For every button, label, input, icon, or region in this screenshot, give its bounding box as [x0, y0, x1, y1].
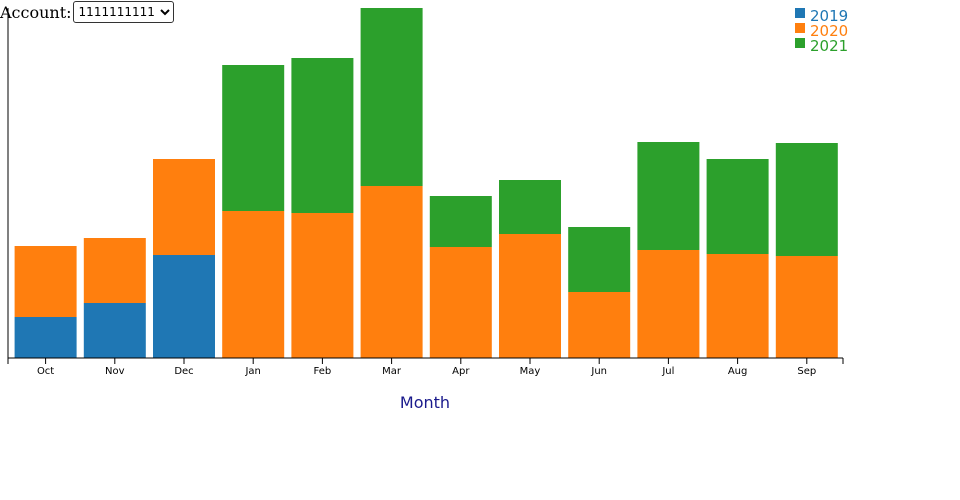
- bar-aug-2020: [706, 254, 769, 358]
- bar-apr-2021: [429, 196, 492, 247]
- bar-sep-2021: [775, 143, 838, 256]
- legend-label-2019: 2019: [810, 7, 848, 25]
- x-tick-label: Jan: [244, 366, 260, 377]
- bar-dec-2020: [153, 159, 215, 255]
- bar-jul-2021: [637, 142, 700, 250]
- x-tick-label: Dec: [174, 366, 193, 377]
- bar-aug-2021: [706, 159, 769, 254]
- x-tick-label: Mar: [382, 366, 402, 377]
- x-tick-label: Nov: [105, 366, 125, 377]
- legend-label-2020: 2020: [810, 22, 848, 40]
- legend-swatch-2020: [795, 23, 805, 33]
- x-axis-title: Month: [400, 393, 450, 412]
- bar-may-2020: [499, 234, 561, 358]
- axes-layer: [7, 8, 843, 359]
- bar-jun-2020: [568, 292, 631, 358]
- account-dropdown[interactable]: 1111111111: [72, 1, 174, 23]
- legend-swatch-2021: [795, 38, 805, 48]
- bar-oct-2020: [14, 246, 77, 317]
- bars-layer: [14, 8, 838, 358]
- bar-may-2021: [499, 180, 561, 234]
- x-tick-label: Aug: [728, 366, 748, 377]
- x-tick-label: Sep: [797, 366, 816, 377]
- bar-jun-2021: [568, 227, 631, 292]
- bar-feb-2020: [291, 213, 354, 358]
- bar-apr-2020: [429, 247, 492, 358]
- account-label: Account:: [0, 2, 72, 22]
- x-tick-label: Jun: [590, 366, 607, 377]
- legend-swatch-2019: [795, 8, 805, 18]
- bar-nov-2019: [83, 303, 146, 358]
- bar-mar-2021: [360, 8, 423, 186]
- bar-dec-2019: [153, 255, 215, 358]
- x-tick-label: Feb: [314, 366, 332, 377]
- x-tick-label: May: [520, 366, 541, 377]
- x-tick-label: Oct: [37, 366, 54, 377]
- bar-jan-2021: [222, 65, 285, 211]
- bar-jul-2020: [637, 250, 700, 358]
- bar-jan-2020: [222, 211, 285, 358]
- bar-nov-2020: [83, 238, 146, 303]
- account-selector: Account: 1111111111: [0, 1, 174, 23]
- x-tick-label: Apr: [452, 366, 470, 377]
- bar-sep-2020: [775, 256, 838, 358]
- x-tick-label: Jul: [661, 366, 674, 377]
- bar-oct-2019: [14, 317, 77, 358]
- legend-label-2021: 2021: [810, 37, 848, 55]
- x-ticks-layer: Oct Nov Dec Jan Feb Mar Apr May Jun Jul Aug Sep: [7, 358, 844, 377]
- bar-feb-2021: [291, 58, 354, 213]
- bar-mar-2020: [360, 186, 423, 358]
